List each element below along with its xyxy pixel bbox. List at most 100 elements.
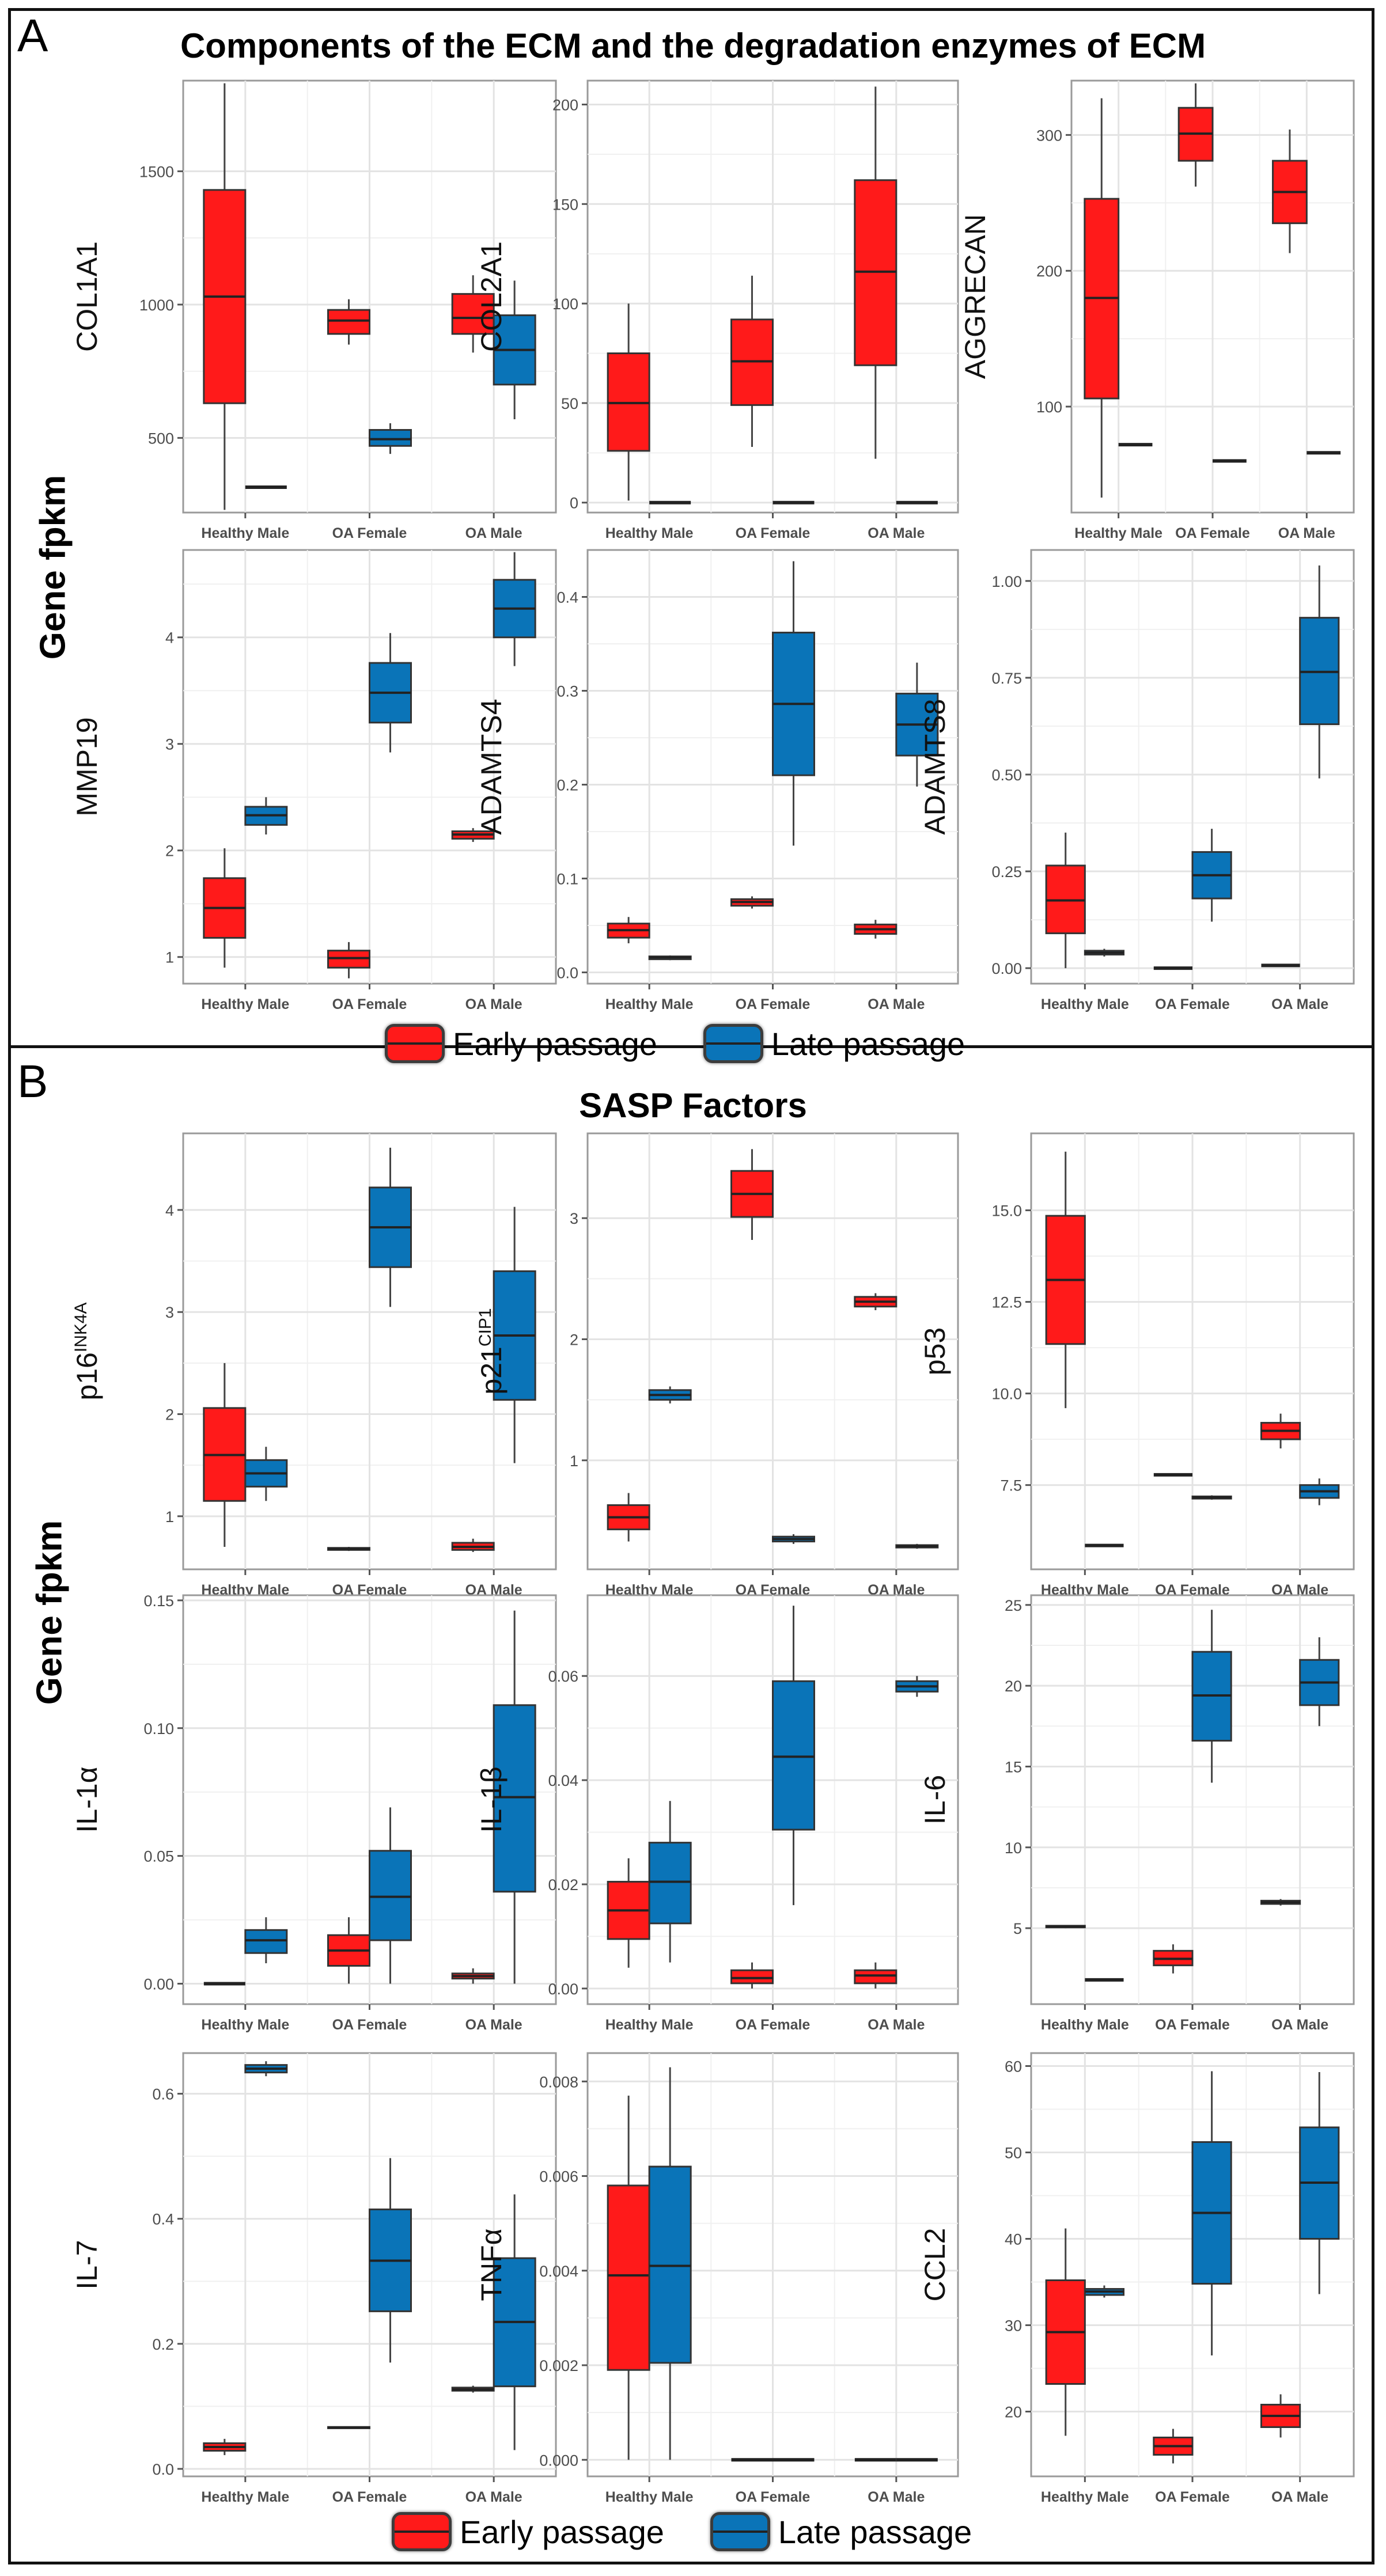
x-tick-label: OA Male xyxy=(1271,996,1328,1012)
y-axis-label: p21CIP1 xyxy=(475,1308,508,1394)
y-tick-label: 0.000 xyxy=(539,2452,578,2469)
y-tick-label: 0.05 xyxy=(143,1848,174,1865)
box-early-3 xyxy=(854,86,898,459)
box-early-1 xyxy=(607,917,650,943)
x-tick-label: OA Male xyxy=(1271,2489,1328,2505)
y-tick-label: 15 xyxy=(1005,1758,1022,1775)
box-body xyxy=(730,1969,774,1985)
y-tick-label: 1000 xyxy=(139,297,174,314)
y-axis-label: MMP19 xyxy=(71,717,103,816)
y-tick-label: 3 xyxy=(570,1210,578,1227)
y-axis-label: CCL2 xyxy=(919,2228,951,2302)
box-body xyxy=(369,428,412,447)
box-early-3 xyxy=(1260,1413,1301,1449)
y-tick-label: 0.004 xyxy=(539,2263,578,2280)
box-early-2 xyxy=(1177,83,1214,187)
box-early-2 xyxy=(1153,2429,1194,2464)
y-tick-label: 10.0 xyxy=(991,1386,1022,1403)
y-tick-label: 0.02 xyxy=(548,1876,578,1894)
x-tick-label: Healthy Male xyxy=(605,525,694,541)
box-early-2 xyxy=(327,1917,370,1984)
box-late-2 xyxy=(369,1807,412,1984)
x-tick-label: OA Female xyxy=(332,2017,407,2033)
y-tick-label: 5 xyxy=(1013,1920,1022,1937)
box-body xyxy=(607,2184,650,2371)
x-tick-label: Healthy Male xyxy=(605,996,694,1012)
x-tick-label: OA Male xyxy=(868,525,925,541)
x-tick-label: OA Male xyxy=(868,2489,925,2505)
box-early-1 xyxy=(1045,2228,1086,2436)
y-tick-label: 40 xyxy=(1005,2231,1022,2248)
y-tick-label: 1 xyxy=(165,949,174,966)
box-late-3 xyxy=(493,1610,536,1984)
x-tick-label: OA Male xyxy=(465,525,522,541)
y-axis-label: ADAMTS4 xyxy=(475,699,508,834)
x-tick-label: OA Female xyxy=(1155,2489,1230,2505)
figure-frame xyxy=(8,8,1374,2564)
box-late-2 xyxy=(1191,2071,1232,2355)
y-tick-label: 30 xyxy=(1005,2317,1022,2335)
y-tick-label: 100 xyxy=(1036,399,1062,416)
box-late-1 xyxy=(648,955,692,961)
y-tick-label: 25 xyxy=(1005,1597,1022,1614)
y-tick-label: 0 xyxy=(570,495,578,512)
chart-14: 0.000 0.002 0.004 0.006 0.008 Healthy Male OA … xyxy=(475,2052,959,2505)
x-tick-label: Healthy Male xyxy=(201,2017,289,2033)
chart-10: 0.00 0.05 0.10 0.15 Healthy Male OA Female OA … xyxy=(71,1592,557,2033)
y-tick-label: 300 xyxy=(1036,127,1062,144)
y-tick-label: 20 xyxy=(1005,1678,1022,1695)
box-late-2 xyxy=(369,423,412,454)
box-late-3 xyxy=(895,1543,939,1549)
box-late-3 xyxy=(1299,2072,1340,2294)
box-early-1 xyxy=(1045,832,1086,969)
box-early-3 xyxy=(451,1968,495,1984)
box-body xyxy=(493,1704,536,1893)
box-late-1 xyxy=(244,2061,288,2077)
box-body xyxy=(648,1842,692,1925)
y-tick-label: 0.00 xyxy=(143,1976,174,1993)
box-early-1 xyxy=(1045,1151,1086,1409)
y-tick-label: 0.04 xyxy=(548,1772,578,1789)
box-early-1 xyxy=(607,303,650,501)
box-early-2 xyxy=(327,299,370,345)
panel-a-legend: Early passage Late passage xyxy=(385,1024,1011,1063)
box-early-3 xyxy=(451,275,495,353)
y-tick-label: 2 xyxy=(165,843,174,860)
y-axis-label: IL-7 xyxy=(71,2240,103,2289)
y-tick-label: 0.25 xyxy=(991,863,1022,881)
box-early-1 xyxy=(203,2438,247,2456)
y-tick-label: 200 xyxy=(552,96,578,113)
legend-key-early xyxy=(392,2512,452,2551)
box-late-1 xyxy=(244,1447,288,1501)
x-tick-label: Healthy Male xyxy=(1074,525,1162,541)
y-tick-label: 0.50 xyxy=(991,767,1022,784)
box-early-1 xyxy=(1045,1925,1086,1929)
y-tick-label: 0.008 xyxy=(539,2073,578,2091)
legend-label-early: Early passage xyxy=(453,1025,657,1062)
x-tick-label: OA Female xyxy=(736,2017,811,2033)
y-axis-label: IL-1α xyxy=(71,1766,103,1833)
box-early-2 xyxy=(730,896,774,909)
box-late-3 xyxy=(1299,1637,1340,1727)
y-tick-label: 1500 xyxy=(139,163,174,180)
x-tick-label: Healthy Male xyxy=(201,2489,289,2505)
box-early-1 xyxy=(607,2095,650,2460)
x-tick-label: OA Female xyxy=(736,525,811,541)
legend-key-late xyxy=(703,1024,763,1063)
box-late-3 xyxy=(493,552,536,666)
box-late-2 xyxy=(1191,829,1232,922)
y-tick-label: 0.2 xyxy=(556,776,578,794)
y-axis-label: COL2A1 xyxy=(475,241,508,352)
panel-a-title: Components of the ECM and the degradatio… xyxy=(180,26,1206,65)
box-body xyxy=(244,1929,288,1954)
y-tick-label: 10 xyxy=(1005,1839,1022,1857)
y-tick-label: 0.10 xyxy=(143,1720,174,1737)
y-tick-label: 20 xyxy=(1005,2404,1022,2421)
box-early-2 xyxy=(730,275,774,447)
x-tick-label: OA Female xyxy=(1155,2017,1230,2033)
box-late-3 xyxy=(493,280,536,419)
y-axis-label: AGGRECAN xyxy=(959,214,991,379)
box-body xyxy=(369,1850,412,1941)
y-tick-label: 1.00 xyxy=(991,573,1022,590)
